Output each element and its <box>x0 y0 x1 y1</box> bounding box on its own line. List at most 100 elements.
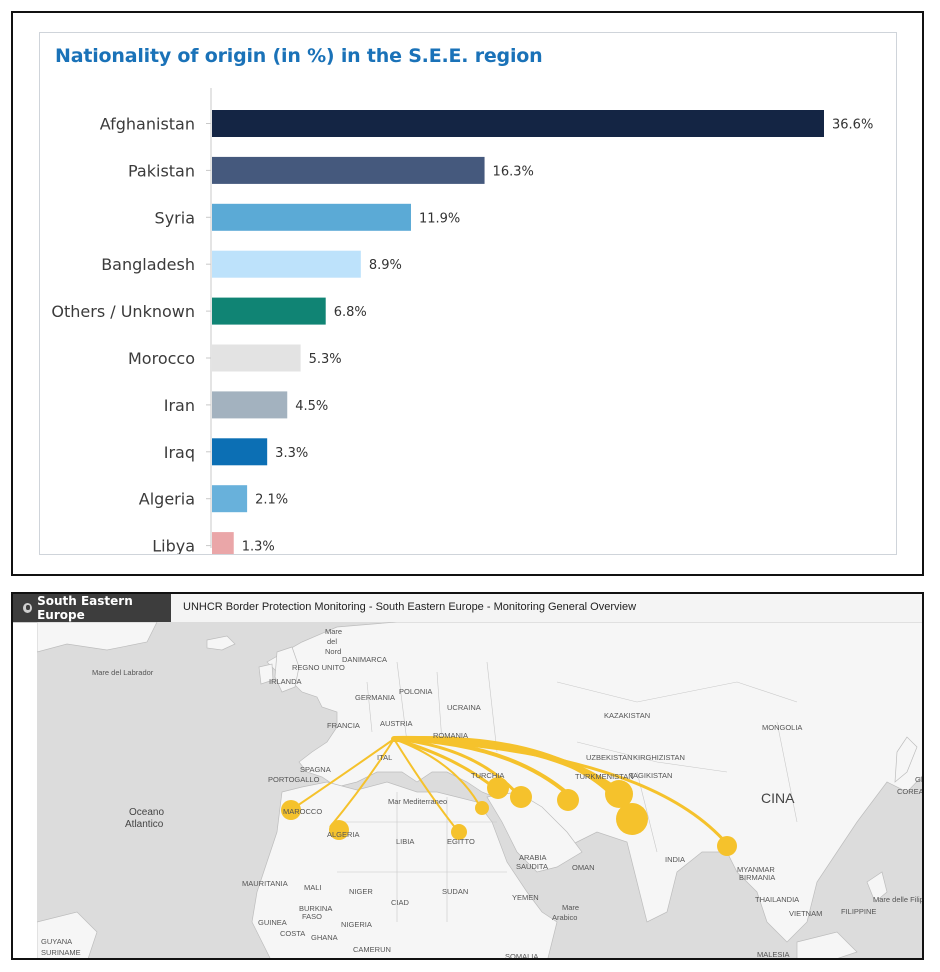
svg-text:FRANCIA: FRANCIA <box>327 721 360 730</box>
svg-text:MAURITANIA: MAURITANIA <box>242 879 288 888</box>
svg-text:VIETNAM: VIETNAM <box>789 909 822 918</box>
bubble-iraq[interactable] <box>510 786 532 808</box>
svg-text:Mare: Mare <box>325 627 342 636</box>
svg-text:THAILANDIA: THAILANDIA <box>755 895 799 904</box>
svg-text:LIBIA: LIBIA <box>396 837 414 846</box>
bar[interactable] <box>212 156 485 184</box>
category-label: Pakistan <box>128 161 195 180</box>
svg-text:MONGOLIA: MONGOLIA <box>762 723 802 732</box>
region-tab-label: South Eastern Europe <box>37 594 133 622</box>
bar[interactable] <box>212 297 326 325</box>
map-title: UNHCR Border Protection Monitoring - Sou… <box>183 601 637 613</box>
svg-text:Mare: Mare <box>562 903 579 912</box>
svg-text:COREA DEL SUD: COREA DEL SUD <box>897 787 924 796</box>
svg-text:Atlantico: Atlantico <box>125 819 164 830</box>
svg-text:DANIMARCA: DANIMARCA <box>342 655 387 664</box>
globe-icon <box>23 603 33 613</box>
svg-text:POLONIA: POLONIA <box>399 687 432 696</box>
svg-text:KAZAKISTAN: KAZAKISTAN <box>604 711 650 720</box>
svg-text:Mar Mediterraneo: Mar Mediterraneo <box>388 797 447 806</box>
svg-text:NIGERIA: NIGERIA <box>341 920 372 929</box>
svg-text:KIRGHIZISTAN: KIRGHIZISTAN <box>633 753 685 762</box>
svg-text:SPAGNA: SPAGNA <box>300 765 331 774</box>
map-header: South Eastern Europe UNHCR Border Protec… <box>13 594 922 623</box>
svg-text:UZBEKISTAN: UZBEKISTAN <box>586 753 633 762</box>
svg-text:CAMERUN: CAMERUN <box>353 945 391 954</box>
bar[interactable] <box>212 250 361 278</box>
bar[interactable] <box>212 438 268 466</box>
value-label: 6.8% <box>334 305 367 320</box>
svg-text:SAUDITA: SAUDITA <box>516 862 548 871</box>
svg-text:FASO: FASO <box>302 912 322 921</box>
bubble-syria-coast[interactable] <box>475 801 489 815</box>
svg-text:TAGIKISTAN: TAGIKISTAN <box>629 771 672 780</box>
category-label: Libya <box>152 537 195 554</box>
destination-point <box>391 736 397 742</box>
bar[interactable] <box>212 110 824 137</box>
map-view[interactable]: Mare del Labrador Mare del Nord DANIMARC… <box>36 621 924 958</box>
value-label: 8.9% <box>369 258 402 273</box>
category-label: Algeria <box>139 490 195 509</box>
chart-card: Nationality of origin (in %) in the S.E.… <box>39 32 897 555</box>
svg-text:NIGER: NIGER <box>349 887 373 896</box>
svg-text:YEMEN: YEMEN <box>512 893 539 902</box>
svg-text:EGITTO: EGITTO <box>447 837 475 846</box>
bar[interactable] <box>212 344 301 372</box>
bubble-afghanistan[interactable] <box>605 780 633 808</box>
bubble-algeria[interactable] <box>329 820 349 840</box>
svg-text:Arabico: Arabico <box>552 913 577 922</box>
svg-text:AUSTRIA: AUSTRIA <box>380 719 413 728</box>
bubble-iran[interactable] <box>557 789 579 811</box>
svg-text:GUINEA: GUINEA <box>258 918 287 927</box>
svg-text:Nord: Nord <box>325 647 341 656</box>
svg-text:SURINAME: SURINAME <box>41 948 81 957</box>
category-label: Bangladesh <box>101 255 195 274</box>
value-label: 2.1% <box>255 493 288 508</box>
svg-text:CINA: CINA <box>761 790 795 806</box>
category-label: Iran <box>164 396 195 415</box>
svg-text:BIRMANIA: BIRMANIA <box>739 873 775 882</box>
value-label: 36.6% <box>832 118 873 133</box>
bar[interactable] <box>212 532 234 554</box>
bubble-bangladesh[interactable] <box>717 836 737 856</box>
svg-text:MYANMAR: MYANMAR <box>737 865 775 874</box>
svg-text:ARABIA: ARABIA <box>519 853 547 862</box>
region-tab[interactable]: South Eastern Europe <box>13 594 171 622</box>
category-label: Iraq <box>164 443 195 462</box>
svg-text:OMAN: OMAN <box>572 863 595 872</box>
bubble-pakistan[interactable] <box>616 803 648 835</box>
bar-chart: Afghanistan 36.6% Pakistan 16.3% Syria 11.9% B… <box>51 88 873 554</box>
svg-text:TURKMENISTAN: TURKMENISTAN <box>575 772 634 781</box>
svg-text:TURCHIA: TURCHIA <box>471 771 504 780</box>
svg-text:INDIA: INDIA <box>665 855 685 864</box>
svg-text:CIAD: CIAD <box>391 898 410 907</box>
bubble-morocco[interactable] <box>281 800 301 820</box>
svg-text:UCRAINA: UCRAINA <box>447 703 481 712</box>
svg-text:ITAL: ITAL <box>377 753 392 762</box>
bar[interactable] <box>212 391 288 419</box>
bubble-syria[interactable] <box>487 777 509 799</box>
svg-text:GIAPP: GIAPP <box>915 775 924 784</box>
svg-text:Oceano: Oceano <box>129 807 164 818</box>
svg-text:del: del <box>327 637 337 646</box>
bar[interactable] <box>212 203 411 231</box>
svg-text:Mare delle Filipp: Mare delle Filipp <box>873 895 924 904</box>
value-label: 5.3% <box>309 352 342 367</box>
svg-text:FILIPPINE: FILIPPINE <box>841 907 876 916</box>
value-label: 1.3% <box>242 540 275 554</box>
svg-text:COSTA: COSTA <box>280 929 305 938</box>
svg-text:Mare del Labrador: Mare del Labrador <box>92 668 154 677</box>
bar[interactable] <box>212 485 248 513</box>
chart-panel: Nationality of origin (in %) in the S.E.… <box>11 11 924 576</box>
bubble-libya[interactable] <box>451 824 467 840</box>
svg-text:MAROCCO: MAROCCO <box>283 807 322 816</box>
svg-text:PORTOGALLO: PORTOGALLO <box>268 775 320 784</box>
svg-text:GHANA: GHANA <box>311 933 338 942</box>
category-label: Syria <box>155 208 195 227</box>
svg-text:SUDAN: SUDAN <box>442 887 468 896</box>
origin-bubbles <box>281 777 737 856</box>
svg-text:GUYANA: GUYANA <box>41 937 72 946</box>
map-panel: South Eastern Europe UNHCR Border Protec… <box>11 592 924 960</box>
svg-text:IRLANDA: IRLANDA <box>269 677 302 686</box>
category-label: Others / Unknown <box>51 302 195 321</box>
